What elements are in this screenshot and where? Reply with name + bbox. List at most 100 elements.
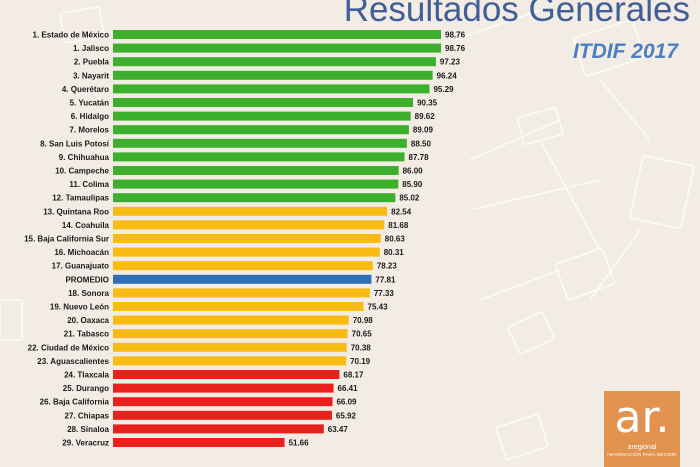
category-label: 20. Oaxaca xyxy=(67,316,109,325)
bar xyxy=(113,370,340,379)
value-label: 70.65 xyxy=(352,330,373,339)
value-label: 66.41 xyxy=(338,384,359,393)
value-label: 96.24 xyxy=(437,71,458,80)
value-label: 95.29 xyxy=(433,85,454,94)
bar xyxy=(113,206,388,216)
value-label: 88.50 xyxy=(411,139,432,148)
bar xyxy=(113,261,373,271)
bar xyxy=(113,329,348,339)
category-label: 4. Querétaro xyxy=(62,85,109,94)
category-label: 12. Tamaulipas xyxy=(52,194,109,203)
value-label: 80.31 xyxy=(384,248,405,257)
logo-name: aregional xyxy=(627,444,657,451)
bar xyxy=(113,288,370,298)
category-label: 22. Ciudad de México xyxy=(28,343,109,352)
category-label: 28. Sinaloa xyxy=(67,425,109,434)
bar xyxy=(113,302,364,311)
category-label: 11. Colima xyxy=(69,180,109,189)
logo-tagline: INFORMACIÓN PARA DECIDIR xyxy=(607,452,677,457)
bar xyxy=(113,84,430,94)
bar xyxy=(113,424,324,434)
value-label: 70.38 xyxy=(351,343,372,352)
category-label: 15. Baja California Sur xyxy=(24,235,109,244)
bar xyxy=(113,315,349,325)
value-label: 98.76 xyxy=(445,31,466,40)
bar xyxy=(113,98,414,107)
value-label: 65.92 xyxy=(336,411,357,420)
bar xyxy=(113,179,399,189)
category-label: PROMEDIO xyxy=(65,275,109,284)
category-label: 23. Aguascalientes xyxy=(37,357,109,366)
bar xyxy=(113,70,433,80)
value-label: 85.02 xyxy=(399,194,420,203)
value-label: 70.19 xyxy=(350,357,371,366)
bar xyxy=(113,410,332,420)
value-label: 78.23 xyxy=(377,262,398,271)
value-label: 80.63 xyxy=(385,235,406,244)
category-label: 21. Tabasco xyxy=(64,330,109,339)
bar xyxy=(113,274,372,284)
category-label: 6. Hidalgo xyxy=(71,112,109,121)
bar xyxy=(113,152,405,162)
bar xyxy=(113,220,385,230)
value-label: 98.76 xyxy=(445,44,466,53)
bar xyxy=(113,43,441,53)
category-label: 24. Tlaxcala xyxy=(64,371,109,380)
category-label: 25. Durango xyxy=(63,384,109,393)
bar xyxy=(113,438,285,447)
value-label: 51.66 xyxy=(289,439,310,448)
bar xyxy=(113,30,441,39)
category-label: 27. Chiapas xyxy=(65,411,110,420)
category-label: 14. Coahuila xyxy=(62,221,110,230)
value-label: 97.23 xyxy=(440,58,461,67)
value-label: 63.47 xyxy=(328,425,349,434)
value-label: 82.54 xyxy=(391,207,412,216)
value-label: 87.78 xyxy=(409,153,430,162)
value-label: 70.98 xyxy=(353,316,374,325)
bar xyxy=(113,125,409,135)
category-label: 18. Sonora xyxy=(68,289,109,298)
category-label: 19. Nuevo León xyxy=(50,303,109,312)
category-label: 26. Baja California xyxy=(40,398,110,407)
aregional-logo: ar. aregional INFORMACIÓN PARA DECIDIR xyxy=(604,391,680,467)
bar xyxy=(113,247,380,257)
value-label: 77.33 xyxy=(374,289,395,298)
category-label: 1. Estado de México xyxy=(33,31,110,40)
bar xyxy=(113,193,396,203)
value-label: 89.62 xyxy=(415,112,436,121)
value-label: 77.81 xyxy=(375,275,396,284)
bar xyxy=(113,383,334,393)
page-title: Resultados Generales xyxy=(343,0,690,29)
value-label: 90.35 xyxy=(417,99,438,108)
value-label: 85.90 xyxy=(402,180,423,189)
category-label: 1. Jalisco xyxy=(73,44,109,53)
category-label: 13. Quintana Roo xyxy=(43,207,109,216)
value-label: 75.43 xyxy=(368,303,389,312)
value-label: 68.17 xyxy=(343,371,364,380)
value-label: 66.09 xyxy=(336,398,357,407)
value-label: 81.68 xyxy=(388,221,409,230)
page-subtitle: ITDIF 2017 xyxy=(572,40,678,63)
category-label: 10. Campeche xyxy=(55,167,109,176)
category-label: 2. Puebla xyxy=(74,58,110,67)
bar xyxy=(113,397,333,407)
bar xyxy=(113,166,399,175)
value-label: 89.09 xyxy=(413,126,434,135)
bar xyxy=(113,138,407,148)
category-label: 17. Guanajuato xyxy=(52,262,109,271)
category-label: 16. Michoacán xyxy=(54,248,109,257)
bar xyxy=(113,234,381,243)
bar xyxy=(113,57,436,67)
bar xyxy=(113,111,411,121)
category-label: 9. Chihuahua xyxy=(59,153,110,162)
bar xyxy=(113,342,347,352)
category-label: 7. Morelos xyxy=(69,126,109,135)
bar xyxy=(113,356,347,366)
category-label: 29. Veracruz xyxy=(62,439,109,448)
category-label: 8. San Luis Potosí xyxy=(40,139,110,148)
category-label: 5. Yucatán xyxy=(70,99,110,108)
logo-mark: ar. xyxy=(614,392,670,443)
category-label: 3. Nayarit xyxy=(73,71,109,80)
